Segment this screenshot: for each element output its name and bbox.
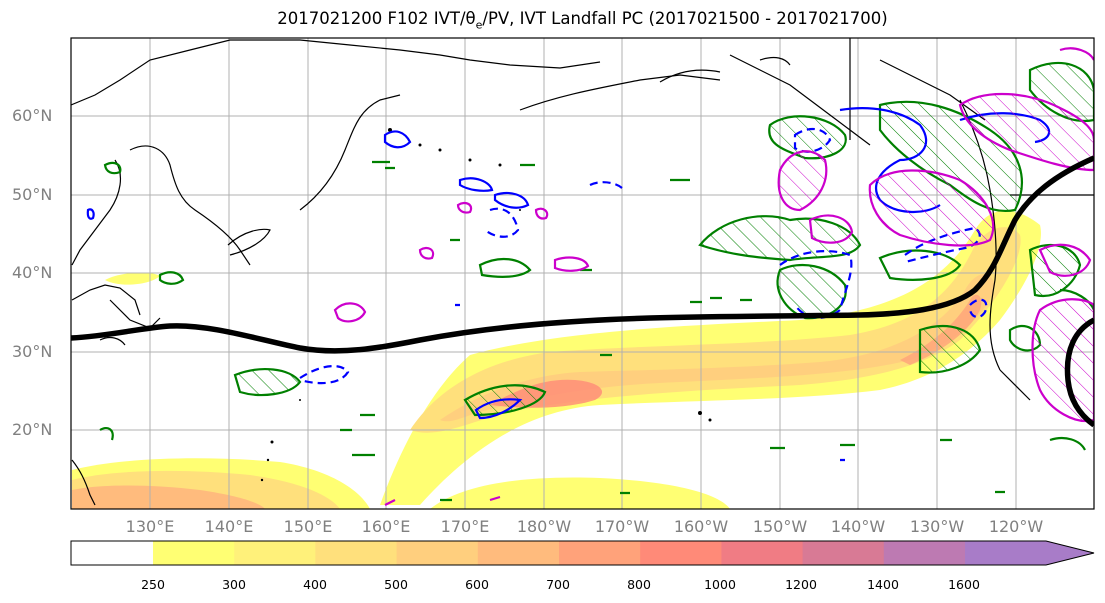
colorbar-segment [396, 541, 479, 565]
colorbar-segment [883, 541, 966, 565]
title-prefix: 2017021200 F102 IVT/θ [277, 9, 476, 28]
islands [260, 128, 712, 482]
lon-label-160w: 160°W [673, 517, 729, 536]
lon-label-170e: 170°E [440, 517, 490, 536]
lat-label-20n: 20°N [12, 420, 53, 439]
lon-label-140w: 140°W [830, 517, 886, 536]
colorbar-label-600: 600 [465, 577, 489, 592]
trajectory-line [71, 155, 1094, 428]
figure-title: 2017021200 F102 IVT/θe/PV, IVT Landfall … [0, 9, 1105, 31]
colorbar-label-800: 800 [627, 577, 651, 592]
colorbar-segment [477, 541, 560, 565]
lat-label-30n: 30°N [12, 342, 53, 361]
coastlines [71, 38, 1094, 506]
map-panel [71, 38, 1094, 509]
map-frame [70, 37, 1095, 510]
lon-label-120w: 120°W [988, 517, 1044, 536]
lon-label-150w: 150°W [752, 517, 808, 536]
ivt-shading [72, 210, 1041, 509]
colorbar-segment [640, 541, 722, 565]
colorbar-label-700: 700 [546, 577, 570, 592]
colorbar-label-1600: 1600 [948, 577, 980, 592]
lat-label-60n: 60°N [12, 106, 53, 125]
colorbar-segment [721, 541, 804, 565]
colorbar-segment [965, 541, 1047, 565]
colorbar-segment [234, 541, 316, 565]
colorbar-segments [153, 541, 1094, 565]
colorbar-label-300: 300 [222, 577, 246, 592]
colorbar-label-1400: 1400 [867, 577, 899, 592]
lon-label-160e: 160°E [361, 517, 411, 536]
lat-label-50n: 50°N [12, 185, 53, 204]
title-suffix: /PV, IVT Landfall PC (2017021500 - 20170… [482, 9, 888, 28]
colorbar-segment [559, 541, 641, 565]
colorbar-below-250 [71, 541, 153, 565]
colorbar-frame [70, 540, 1095, 566]
lon-label-140e: 140°E [204, 517, 254, 536]
lon-label-170w: 170°W [594, 517, 650, 536]
colorbar [70, 540, 1095, 566]
colorbar-segment [315, 541, 398, 565]
lon-label-130e: 130°E [125, 517, 175, 536]
colorbar-extend-arrow [1046, 541, 1094, 565]
colorbar-segment [802, 541, 885, 565]
colorbar-label-1000: 1000 [704, 577, 736, 592]
colorbar-label-250: 250 [141, 577, 165, 592]
colorbar-label-1200: 1200 [785, 577, 817, 592]
colorbar-segment [153, 541, 235, 565]
lat-label-40n: 40°N [12, 263, 53, 282]
colorbar-label-500: 500 [384, 577, 408, 592]
lon-label-130w: 130°W [909, 517, 965, 536]
lon-label-150e: 150°E [283, 517, 333, 536]
colorbar-label-400: 400 [303, 577, 327, 592]
title-subscript: e [475, 18, 483, 32]
lon-label-180w: 180°W [516, 517, 572, 536]
